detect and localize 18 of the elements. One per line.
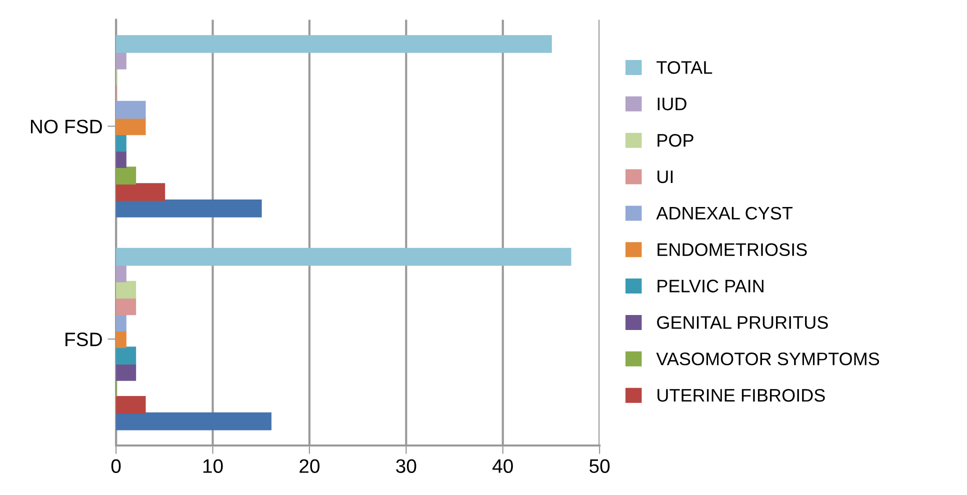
legend-label: UTERINE FIBROIDS xyxy=(658,388,825,402)
legend-label: ADNEXAL CYST xyxy=(656,206,793,220)
legend-label: TOTAL xyxy=(656,61,712,74)
legend-label: POP xyxy=(658,134,694,147)
x-tick-label: 30 xyxy=(396,459,416,473)
x-tick-label: 50 xyxy=(590,459,610,473)
x-tick-label: 40 xyxy=(492,459,513,473)
x-tick-label: 10 xyxy=(203,459,223,473)
legend-label: IUD xyxy=(658,98,686,110)
legend-label: PELVIC PAIN xyxy=(658,280,764,292)
x-tick-label: 20 xyxy=(300,459,320,473)
legend-label: GENITAL PRURITUS xyxy=(657,316,828,329)
x-tick-label: 0 xyxy=(111,459,121,473)
legend-label: ENDOMETRIOSIS xyxy=(658,243,807,256)
legend-label: VASOMOTOR SYMPTOMS xyxy=(656,352,880,366)
y-tick-label: FSD xyxy=(66,332,102,346)
legend-label: UI xyxy=(658,170,673,184)
y-tick-label: NO FSD xyxy=(30,120,102,134)
